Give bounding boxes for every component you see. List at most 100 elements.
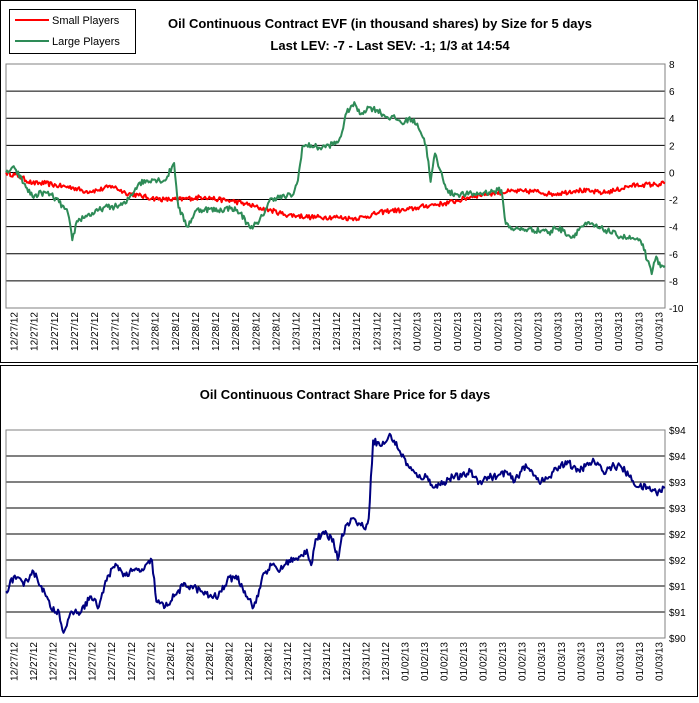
x-tick-label: 12/28/12 [251, 312, 262, 351]
y-tick-label: $93 [669, 504, 686, 515]
y-tick-label: -2 [669, 196, 678, 207]
y-tick-label: $94 [669, 452, 686, 463]
x-tick-label: 01/03/13 [557, 642, 568, 681]
x-tick-label: 12/27/12 [50, 312, 61, 351]
x-tick-label: 12/31/12 [292, 312, 303, 351]
x-tick-label: 12/27/12 [88, 642, 99, 681]
top-chart-legend: Small Players Large Players [9, 9, 136, 54]
x-tick-label: 01/02/13 [413, 312, 424, 351]
legend-box [9, 9, 136, 54]
x-tick-label: 12/27/12 [10, 312, 21, 351]
y-tick-label: 8 [669, 60, 675, 71]
x-tick-label: 12/31/12 [361, 642, 372, 681]
x-tick-label: 12/28/12 [225, 642, 236, 681]
x-tick-label: 12/28/12 [191, 312, 202, 351]
x-tick-label: 12/27/12 [107, 642, 118, 681]
x-tick-label: 01/02/13 [513, 312, 524, 351]
x-tick-label: 01/02/13 [479, 642, 490, 681]
x-tick-label: 12/31/12 [342, 642, 353, 681]
x-tick-label: 01/03/13 [574, 312, 585, 351]
y-tick-label: 4 [669, 114, 675, 125]
x-tick-label: 12/27/12 [49, 642, 60, 681]
top-chart-frame [0, 0, 698, 363]
x-tick-label: 01/03/13 [596, 642, 607, 681]
y-tick-label: 0 [669, 168, 675, 179]
bottom-chart-frame [0, 365, 698, 697]
x-tick-label: 12/28/12 [171, 312, 182, 351]
x-tick-label: 01/03/13 [635, 642, 646, 681]
x-tick-label: 12/27/12 [30, 312, 41, 351]
x-tick-label: 12/31/12 [283, 642, 294, 681]
series-line-small-players [5, 170, 666, 222]
series-line-large-players [5, 101, 666, 276]
bottom-chart-title: Oil Continuous Contract Share Price for … [200, 387, 490, 402]
y-tick-label: $92 [669, 556, 686, 567]
top-chart-title: Oil Continuous Contract EVF (in thousand… [168, 16, 592, 31]
x-tick-label: 12/28/12 [151, 312, 162, 351]
x-tick-label: 01/02/13 [440, 642, 451, 681]
x-tick-label: 01/02/13 [518, 642, 529, 681]
x-tick-label: 12/27/12 [110, 312, 121, 351]
x-tick-label: 12/27/12 [146, 642, 157, 681]
x-tick-label: 12/28/12 [231, 312, 242, 351]
y-tick-label: $90 [669, 634, 686, 645]
y-tick-label: 2 [669, 141, 675, 152]
legend-label-large-players: Large Players [52, 36, 120, 48]
x-tick-label: 12/27/12 [68, 642, 79, 681]
x-tick-label: 12/27/12 [127, 642, 138, 681]
y-tick-label: 6 [669, 87, 675, 98]
x-tick-label: 12/28/12 [211, 312, 222, 351]
x-tick-label: 01/02/13 [473, 312, 484, 351]
x-tick-label: 12/31/12 [303, 642, 314, 681]
x-tick-label: 01/02/13 [459, 642, 470, 681]
y-tick-label: $91 [669, 608, 686, 619]
y-tick-label: -6 [669, 250, 678, 261]
x-tick-label: 01/03/13 [655, 312, 666, 351]
x-tick-label: 12/31/12 [322, 642, 333, 681]
x-tick-label: 01/03/13 [537, 642, 548, 681]
x-tick-label: 01/02/13 [433, 312, 444, 351]
y-tick-label: $94 [669, 426, 686, 437]
x-tick-label: 12/31/12 [392, 312, 403, 351]
x-tick-label: 12/28/12 [244, 642, 255, 681]
x-tick-label: 12/31/12 [372, 312, 383, 351]
y-tick-label: -8 [669, 277, 678, 288]
x-tick-label: 12/31/12 [332, 312, 343, 351]
x-tick-label: 12/27/12 [70, 312, 81, 351]
x-tick-label: 12/31/12 [352, 312, 363, 351]
y-tick-label: $93 [669, 478, 686, 489]
series-line-share-price [5, 432, 666, 634]
x-tick-label: 01/03/13 [655, 642, 666, 681]
plot-border [5, 429, 666, 639]
x-tick-label: 01/02/13 [493, 312, 504, 351]
y-tick-label: $92 [669, 530, 686, 541]
top-plot-area: -10 -8 -6 -4 -2 0 2 4 6 8 12/27/12 12/27/12 12/27/12… [5, 60, 684, 351]
x-tick-label: 01/02/13 [420, 642, 431, 681]
x-tick-label: 01/02/13 [534, 312, 545, 351]
legend-label-small-players: Small Players [52, 15, 120, 27]
x-tick-label: 12/28/12 [272, 312, 283, 351]
x-tick-label: 12/27/12 [29, 642, 40, 681]
y-tick-label: -10 [669, 304, 684, 315]
x-tick-label: 01/03/13 [614, 312, 625, 351]
bottom-plot-area: $90 $91 $91 $92 $92 $93 $93 $94 $94 12/27/12 12/27… [5, 426, 686, 681]
x-tick-label: 12/28/12 [205, 642, 216, 681]
x-tick-label: 01/03/13 [594, 312, 605, 351]
x-tick-label: 12/31/12 [381, 642, 392, 681]
y-tick-label: -4 [669, 223, 678, 234]
x-tick-label: 12/28/12 [185, 642, 196, 681]
x-tick-label: 01/03/13 [615, 642, 626, 681]
x-tick-label: 12/27/12 [90, 312, 101, 351]
x-tick-label: 01/03/13 [634, 312, 645, 351]
x-tick-label: 12/28/12 [264, 642, 275, 681]
x-tick-label: 12/27/12 [130, 312, 141, 351]
x-tick-label: 01/02/13 [453, 312, 464, 351]
x-tick-label: 01/02/13 [498, 642, 509, 681]
x-tick-label: 01/03/13 [554, 312, 565, 351]
top-chart-subtitle: Last LEV: -7 - Last SEV: -1; 1/3 at 14:5… [270, 38, 510, 53]
x-tick-label: 12/28/12 [166, 642, 177, 681]
x-tick-label: 12/27/12 [10, 642, 21, 681]
x-tick-label: 01/02/13 [400, 642, 411, 681]
